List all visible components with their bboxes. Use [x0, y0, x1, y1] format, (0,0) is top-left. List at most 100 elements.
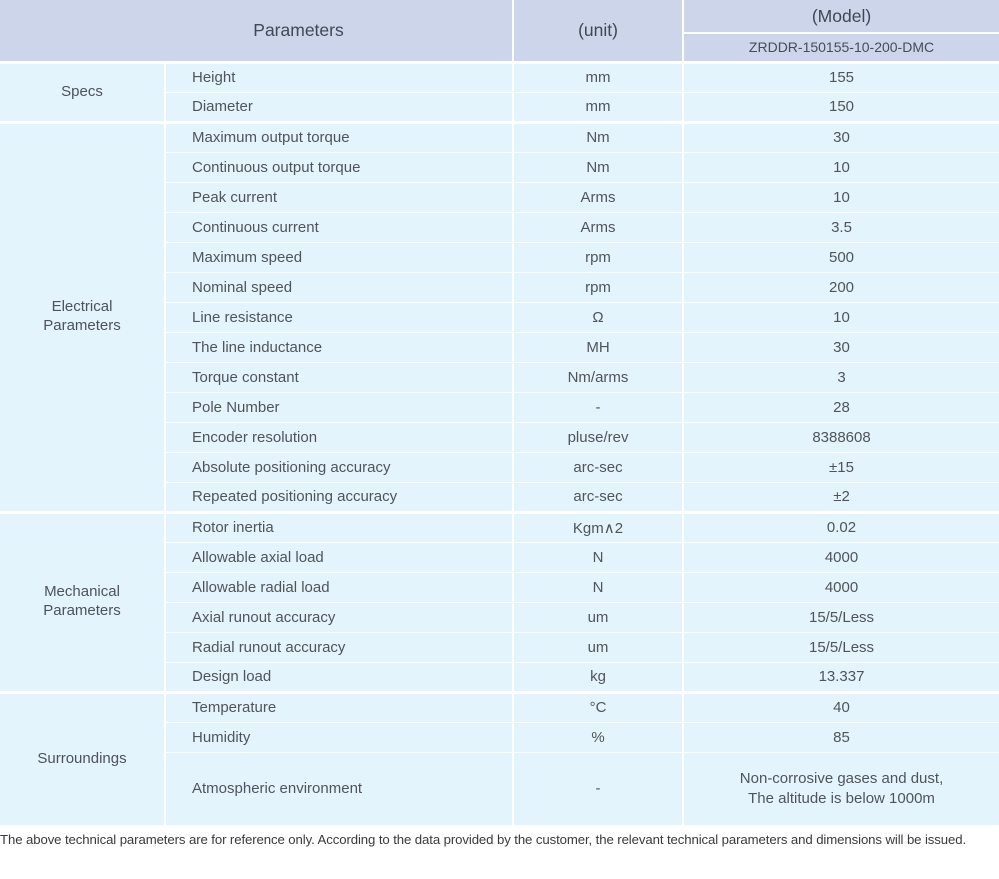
table-row: Absolute positioning accuracy arc-sec ±1…: [0, 451, 999, 482]
group-label-electrical: Electrical Parameters: [0, 120, 165, 512]
table-row: Pole Number - 28: [0, 391, 999, 422]
unit-cell: Ω: [512, 301, 684, 332]
param-name-cell: Line resistance: [163, 301, 514, 332]
unit-cell: mm: [512, 60, 684, 92]
table-row: Specs Height mm 155: [0, 60, 999, 122]
table-row: Surroundings Temperature °C 40: [0, 690, 999, 825]
value-cell: ±2: [682, 481, 999, 512]
value-cell: 10: [682, 181, 999, 212]
param-name-cell: Height: [163, 60, 514, 92]
unit-cell: Arms: [512, 211, 684, 242]
table-row: Allowable radial load N 4000: [0, 571, 999, 602]
value-cell: 155: [682, 60, 999, 92]
value-cell: 4000: [682, 571, 999, 602]
group-label-mechanical: Mechanical Parameters: [0, 510, 165, 692]
value-cell: 10: [682, 301, 999, 332]
unit-cell: °C: [512, 690, 684, 722]
param-name-cell: Nominal speed: [163, 271, 514, 302]
unit-cell: Arms: [512, 181, 684, 212]
table-row: Atmospheric environment - Non-corrosive …: [0, 751, 999, 825]
value-cell: 15/5/Less: [682, 631, 999, 662]
value-cell: 10: [682, 151, 999, 182]
unit-cell: um: [512, 631, 684, 662]
param-name-cell: Axial runout accuracy: [163, 601, 514, 632]
footer-note: The above technical parameters are for r…: [0, 832, 967, 847]
unit-cell: rpm: [512, 241, 684, 272]
group-label-specs: Specs: [0, 60, 165, 122]
spec-table: Parameters (unit) (Model) ZRDDR-150155-1…: [0, 0, 999, 825]
table-row: The line inductance MH 30: [0, 331, 999, 362]
table-row: Allowable axial load N 4000: [0, 541, 999, 572]
table-row: Diameter mm 150: [0, 91, 999, 122]
param-name-cell: Encoder resolution: [163, 421, 514, 452]
table-row: Electrical Parameters Maximum output tor…: [0, 120, 999, 512]
param-name-cell: The line inductance: [163, 331, 514, 362]
table-row: Mechanical Parameters Rotor inertia Kgm∧…: [0, 510, 999, 692]
spec-table-header: Parameters (unit) (Model) ZRDDR-150155-1…: [0, 0, 999, 64]
table-row: Encoder resolution pluse/rev 8388608: [0, 421, 999, 452]
unit-cell: arc-sec: [512, 451, 684, 482]
value-line-1: Non-corrosive gases and dust,: [739, 769, 944, 787]
param-name-cell: Rotor inertia: [163, 510, 514, 542]
value-cell: Non-corrosive gases and dust, The altitu…: [682, 751, 999, 825]
param-name-cell: Temperature: [163, 690, 514, 722]
unit-cell: -: [512, 751, 684, 825]
table-row: Torque constant Nm/arms 3: [0, 361, 999, 392]
param-name-cell: Design load: [163, 661, 514, 692]
param-name-cell: Absolute positioning accuracy: [163, 451, 514, 482]
value-cell: 500: [682, 241, 999, 272]
param-name-cell: Atmospheric environment: [163, 751, 514, 825]
value-cell: 28: [682, 391, 999, 422]
table-row: Continuous current Arms 3.5: [0, 211, 999, 242]
header-parameters: Parameters: [0, 0, 514, 64]
header-model-value: ZRDDR-150155-10-200-DMC: [682, 33, 999, 64]
value-cell: 30: [682, 331, 999, 362]
unit-cell: %: [512, 721, 684, 752]
param-name-cell: Allowable radial load: [163, 571, 514, 602]
unit-cell: mm: [512, 91, 684, 122]
value-cell: 200: [682, 271, 999, 302]
header-unit: (unit): [512, 0, 684, 64]
value-cell: 3.5: [682, 211, 999, 242]
param-name-cell: Maximum speed: [163, 241, 514, 272]
param-name-cell: Maximum output torque: [163, 120, 514, 152]
unit-cell: -: [512, 391, 684, 422]
param-name-cell: Pole Number: [163, 391, 514, 422]
param-name-cell: Allowable axial load: [163, 541, 514, 572]
unit-cell: kg: [512, 661, 684, 692]
value-cell: 4000: [682, 541, 999, 572]
unit-cell: Nm: [512, 120, 684, 152]
value-cell: 85: [682, 721, 999, 752]
param-name-cell: Diameter: [163, 91, 514, 122]
value-cell: 0.02: [682, 510, 999, 542]
unit-cell: Nm: [512, 151, 684, 182]
value-cell: ±15: [682, 451, 999, 482]
table-row: Maximum speed rpm 500: [0, 241, 999, 272]
header-model: (Model): [682, 0, 999, 34]
table-row: Humidity % 85: [0, 721, 999, 752]
param-name-cell: Humidity: [163, 721, 514, 752]
unit-cell: um: [512, 601, 684, 632]
table-row: Continuous output torque Nm 10: [0, 151, 999, 182]
param-name-cell: Continuous current: [163, 211, 514, 242]
unit-cell: Nm/arms: [512, 361, 684, 392]
param-name-cell: Torque constant: [163, 361, 514, 392]
table-row: Radial runout accuracy um 15/5/Less: [0, 631, 999, 662]
value-cell: 8388608: [682, 421, 999, 452]
group-label-surroundings: Surroundings: [0, 690, 165, 825]
value-line-2: The altitude is below 1000m: [748, 789, 935, 807]
table-row: Peak current Arms 10: [0, 181, 999, 212]
table-row: Axial runout accuracy um 15/5/Less: [0, 601, 999, 632]
value-cell: 30: [682, 120, 999, 152]
unit-cell: rpm: [512, 271, 684, 302]
table-row: Line resistance Ω 10: [0, 301, 999, 332]
unit-cell: MH: [512, 331, 684, 362]
table-row: Design load kg 13.337: [0, 661, 999, 692]
table-row: Repeated positioning accuracy arc-sec ±2: [0, 481, 999, 512]
table-row: Nominal speed rpm 200: [0, 271, 999, 302]
value-cell: 40: [682, 690, 999, 722]
param-name-cell: Radial runout accuracy: [163, 631, 514, 662]
unit-cell: arc-sec: [512, 481, 684, 512]
value-cell: 13.337: [682, 661, 999, 692]
value-cell: 15/5/Less: [682, 601, 999, 632]
